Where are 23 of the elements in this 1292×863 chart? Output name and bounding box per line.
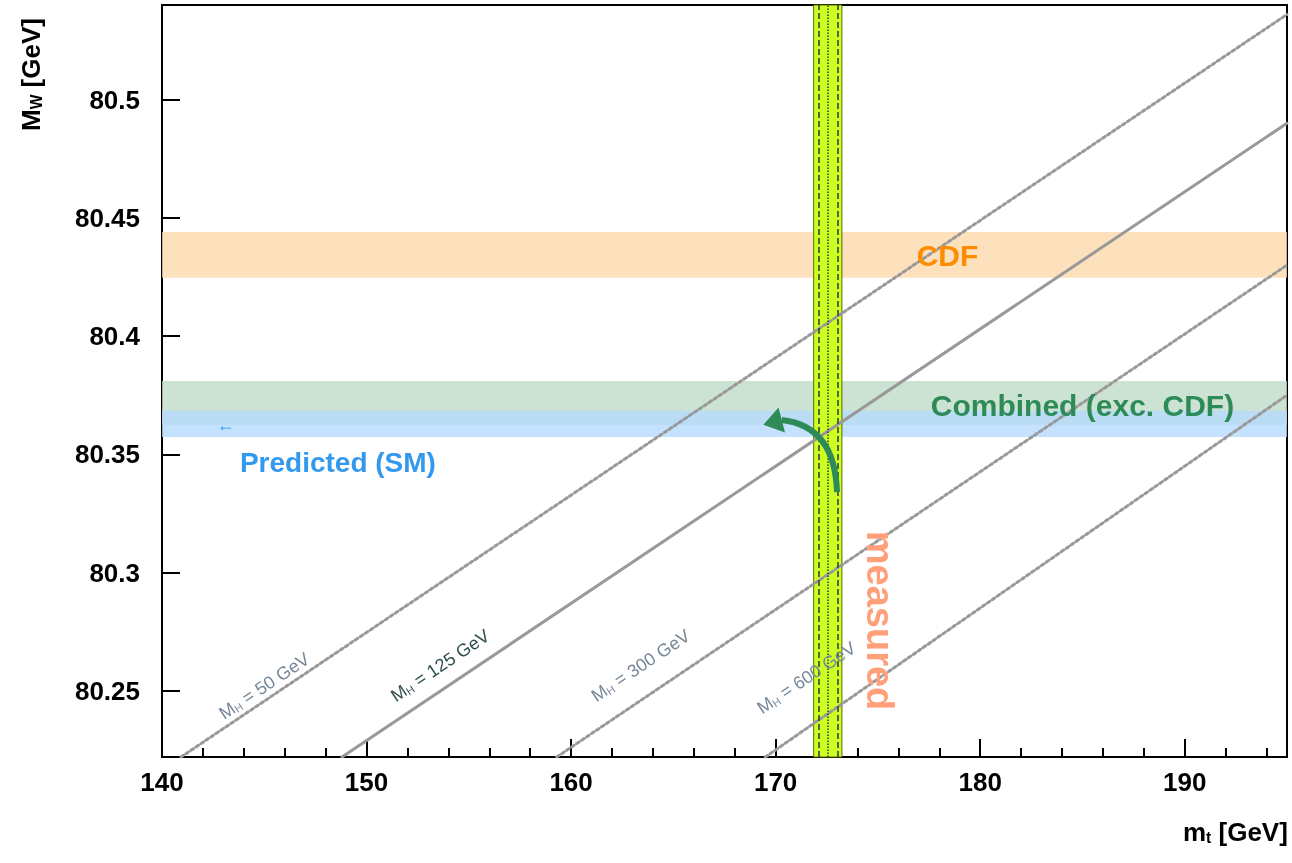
x-tick-label: 170	[753, 767, 798, 797]
x-tick-label: 180	[958, 767, 1002, 797]
x-tick-label: 140	[140, 767, 184, 797]
annotation: MH = 50 GeV	[215, 648, 314, 724]
x-tick-label: 190	[1163, 767, 1207, 797]
band-label: CDF	[916, 239, 979, 273]
y-tick-label: 80.25	[74, 675, 140, 706]
annotation: MH = 600 GeV	[753, 637, 860, 718]
x-tick-label: 160	[549, 767, 593, 797]
y-tick-label: 80.4	[89, 321, 141, 352]
y-tick-label: 80.35	[74, 439, 140, 470]
band-label: Predicted (SM)	[239, 446, 436, 478]
x-tick-label: 150	[344, 767, 389, 797]
band-label: measured	[858, 530, 901, 711]
x-axis-title: mt [GeV]	[1183, 817, 1288, 847]
annotation: MH = 125 GeV	[387, 625, 494, 706]
annotation: MH = 300 GeV	[587, 625, 694, 706]
band-label: Combined (exc. CDF)	[930, 388, 1235, 422]
annotation: ←	[216, 415, 235, 436]
y-axis-title: MW [GeV]	[16, 18, 46, 131]
y-tick-label: 80.45	[74, 202, 140, 233]
y-tick-label: 80.5	[89, 84, 140, 115]
y-tick-label: 80.3	[89, 557, 140, 588]
